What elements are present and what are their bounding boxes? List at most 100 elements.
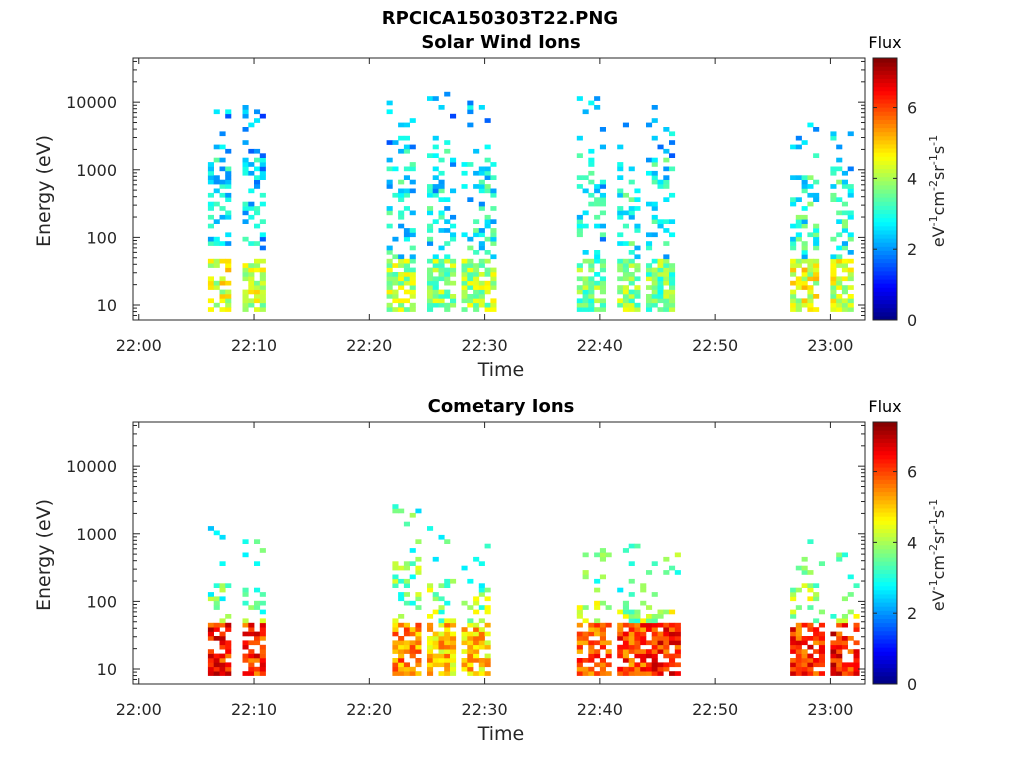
spectrogram-cell [427, 280, 434, 286]
colorbar-tick-label: 4 [907, 169, 917, 188]
spectrogram-cell [461, 289, 468, 295]
spectrogram-cell [461, 631, 468, 637]
spectrogram-cell [242, 157, 249, 163]
spectrogram-cell [207, 223, 214, 229]
spectrogram-cell [415, 649, 422, 654]
spectrogram-cell [790, 236, 797, 242]
spectrogram-cell [438, 605, 445, 610]
spectrogram-cell [594, 298, 601, 304]
colorbar-swatch [873, 205, 897, 210]
spectrogram-cell [415, 565, 422, 571]
spectrogram-cell [795, 640, 802, 646]
spectrogram-cell [213, 666, 220, 672]
spectrogram-cell [634, 263, 641, 268]
spectrogram-cell [386, 223, 393, 229]
spectrogram-cell [651, 214, 658, 220]
spectrogram-cell [801, 666, 808, 672]
colorbar-swatch [873, 536, 897, 542]
spectrogram-cell [219, 298, 226, 304]
spectrogram-cell [398, 653, 405, 659]
spectrogram-cell [478, 583, 485, 588]
spectrogram-cell [588, 148, 595, 154]
spectrogram-cell [651, 662, 658, 668]
spectrogram-cell [847, 192, 854, 198]
colorbar-swatch [873, 581, 897, 587]
spectrogram-cell [663, 127, 670, 132]
spectrogram-cell [461, 272, 468, 277]
spectrogram-cell [254, 148, 261, 154]
spectrogram-cell [841, 289, 848, 295]
spectrogram-cell [669, 232, 676, 238]
spectrogram-cell [259, 153, 266, 158]
spectrogram-cell [207, 280, 214, 286]
colorbar-swatch [873, 62, 897, 67]
spectrogram-cell [225, 170, 232, 176]
spectrogram-cell [807, 636, 814, 641]
colorbar-swatch [873, 544, 897, 550]
spectrogram-cell [415, 662, 422, 668]
spectrogram-cell [386, 258, 393, 264]
spectrogram-cell [634, 228, 641, 233]
spectrogram-cell [427, 206, 434, 211]
colorbar-swatch [873, 176, 897, 182]
spectrogram-cell [432, 144, 439, 150]
colorbar-swatch [873, 438, 897, 443]
spectrogram-cell [617, 587, 624, 593]
spectrogram-cell [646, 276, 653, 282]
spectrogram-cell [444, 600, 451, 606]
spectrogram-cell [392, 276, 399, 282]
spectrogram-cell [438, 609, 445, 615]
colorbar-swatch [873, 254, 897, 260]
spectrogram-cell [651, 258, 658, 264]
spectrogram-cell [669, 219, 676, 224]
spectrogram-cell [478, 245, 485, 251]
spectrogram-cell [450, 188, 457, 194]
spectrogram-cell [432, 184, 439, 189]
spectrogram-cell [450, 280, 457, 286]
spectrogram-cell [219, 294, 226, 299]
spectrogram-cell [651, 298, 658, 304]
spectrogram-cell [847, 188, 854, 194]
spectrogram-cell [490, 276, 497, 282]
spectrogram-cell [841, 298, 848, 304]
spectrogram-cell [386, 250, 393, 255]
spectrogram-cell [259, 636, 266, 641]
spectrogram-cell [807, 644, 814, 650]
spectrogram-cell [242, 109, 249, 115]
spectrogram-cell [484, 543, 491, 549]
spectrogram-cell [478, 232, 485, 238]
spectrogram-cell [594, 618, 601, 624]
colorbar-tick-label: 6 [907, 463, 917, 482]
spectrogram-cell [473, 556, 480, 562]
spectrogram-cell [450, 157, 457, 163]
colorbar-swatch [873, 573, 897, 579]
spectrogram-cell [225, 671, 232, 676]
spectrogram-cell [392, 644, 399, 650]
spectrogram-cell [484, 223, 491, 229]
spectrogram-cell [478, 636, 485, 641]
spectrogram-cell [432, 636, 439, 641]
spectrogram-cell [801, 640, 808, 646]
spectrogram-cell [398, 272, 405, 277]
spectrogram-cell [242, 294, 249, 299]
spectrogram-cell [594, 197, 601, 202]
spectrogram-cell [813, 223, 820, 229]
colorbar-swatch [873, 458, 897, 464]
spectrogram-cell [478, 587, 485, 593]
spectrogram-cell [473, 148, 480, 154]
spectrogram-cell [663, 179, 670, 185]
spectrogram-cell [674, 644, 681, 650]
spectrogram-cell [640, 627, 647, 632]
spectrogram-cell [836, 294, 843, 299]
spectrogram-cell [207, 214, 214, 220]
spectrogram-cell [438, 105, 445, 110]
spectrogram-cell [657, 666, 664, 672]
spectrogram-cell [617, 166, 624, 172]
spectrogram-cell [432, 592, 439, 597]
colorbar-title: Flux [868, 397, 901, 416]
spectrogram-cell [588, 258, 595, 264]
spectrogram-cell [847, 302, 854, 308]
spectrogram-cell [813, 583, 820, 588]
x-tick-label: 22:50 [692, 336, 738, 355]
